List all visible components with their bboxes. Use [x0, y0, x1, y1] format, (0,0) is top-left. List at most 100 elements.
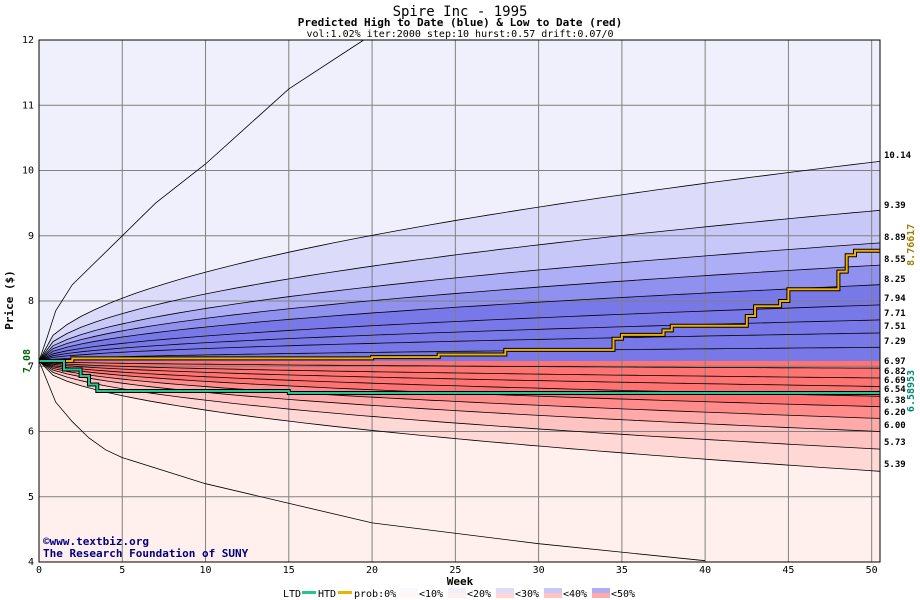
y-tick-label: 7	[28, 361, 34, 372]
percentile-curve	[38, 304, 881, 362]
percentile-end-label: 8.89	[884, 233, 906, 243]
chart-subtitle: Predicted High to Date (blue) & Low to D…	[298, 16, 623, 29]
percentile-curve	[38, 284, 881, 362]
percentile-end-label: 6.97	[884, 357, 906, 367]
percentile-end-label: 8.25	[884, 275, 906, 285]
percentile-curve	[38, 360, 881, 387]
bands-layer	[39, 40, 880, 562]
y-tick-label: 10	[22, 166, 34, 177]
probability-band-low-3	[39, 361, 880, 432]
probability-band-high-5	[39, 284, 880, 361]
legend-htd-label: HTD	[318, 589, 336, 600]
legend-htd-swatch	[338, 591, 352, 594]
probability-band-low-7	[39, 361, 880, 387]
start-price-label: 7.08	[22, 349, 33, 373]
final-htd-label: 8.76617	[906, 224, 917, 266]
y-tick-label: 12	[22, 35, 34, 46]
percentile-end-label: 6.54	[884, 385, 906, 395]
percentile-end-label: 5.39	[884, 460, 906, 470]
legend-bin-swatch-high	[544, 588, 562, 593]
percentile-end-label: 9.39	[884, 201, 906, 211]
chart-params: vol:1.02% iter:2000 step:10 hurst:0.57 d…	[306, 29, 613, 40]
legend-bin-swatch-high	[400, 588, 418, 593]
legend-bins: <10% <20% <30% <40% <50%	[400, 588, 635, 600]
credit-org: The Research Foundation of SUNY	[43, 547, 249, 560]
percentile-end-label: 10.14	[884, 151, 912, 161]
probability-band-low-8	[39, 361, 880, 378]
percentile-curve	[38, 242, 881, 362]
probability-band-low-4	[39, 361, 880, 419]
x-tick-label: 35	[616, 565, 628, 576]
x-tick-label: 30	[533, 565, 545, 576]
probability-band-low-0	[39, 361, 880, 562]
x-tick-label: 50	[866, 565, 878, 576]
legend-bin-swatch-low	[448, 593, 466, 598]
legend-bin-label: <20%	[467, 589, 491, 600]
legend-bin-label: <50%	[611, 589, 635, 600]
percentile-end-label: 7.51	[884, 322, 906, 332]
percentile-end-label: 6.00	[884, 421, 906, 431]
percentile-curve	[38, 360, 881, 419]
legend-prob-label: prob:0%	[354, 589, 396, 600]
probability-band-high-0	[39, 40, 880, 361]
legend-bin-swatch-low	[592, 593, 610, 598]
legend-bin-label: <40%	[563, 589, 587, 600]
legend-bin-swatch-low	[400, 593, 418, 598]
x-tick-label: 40	[699, 565, 711, 576]
paths-layer	[39, 248, 880, 395]
percentile-curve	[38, 346, 881, 362]
x-tick-label: 25	[449, 565, 461, 576]
percentile-curve	[38, 360, 881, 379]
legend-bin-swatch-high	[496, 588, 514, 593]
x-tick-label: 0	[36, 565, 42, 576]
x-tick-label: 15	[283, 565, 295, 576]
probability-band-low-5	[39, 361, 880, 407]
percentile-curve	[38, 332, 881, 362]
htd-line	[39, 249, 880, 362]
legend-bin-swatch-high	[448, 588, 466, 593]
y-tick-label: 6	[28, 427, 34, 438]
credit-site: ©www.textbiz.org	[43, 535, 149, 548]
x-tick-label: 5	[119, 565, 125, 576]
y-tick-label: 11	[22, 100, 34, 111]
percentile-curve	[38, 209, 881, 362]
x-tick-label: 10	[200, 565, 212, 576]
percentile-curve	[38, 360, 881, 472]
y-tick-label: 9	[28, 231, 34, 242]
y-axis-label: Price ($)	[3, 270, 16, 330]
probability-band-high-1	[39, 161, 880, 361]
final-ltd-label: 6.58953	[906, 370, 917, 412]
percentile-end-label: 8.55	[884, 255, 906, 265]
x-tick-label: 20	[366, 565, 378, 576]
legend-ltd-label: LTD	[283, 589, 301, 600]
percentile-curve	[38, 264, 881, 362]
probability-band-high-6	[39, 304, 880, 361]
outer-upper-curve	[38, 39, 364, 362]
percentile-end-label: 7.29	[884, 337, 906, 347]
legend-bin-swatch-low	[496, 593, 514, 598]
outer-lower-curve	[38, 360, 706, 562]
percentile-end-label: 6.69	[884, 376, 906, 386]
probability-band-low-2	[39, 361, 880, 450]
x-tick-label: 45	[782, 565, 794, 576]
legend-bin-label: <10%	[419, 589, 443, 600]
percentile-curve	[38, 319, 881, 362]
y-tick-label: 8	[28, 296, 34, 307]
legend-ltd-swatch	[302, 591, 316, 594]
legend-bin-swatch-low	[544, 593, 562, 598]
chart-title: Spire Inc - 1995	[393, 4, 528, 20]
plot-frame	[38, 39, 881, 563]
percentile-end-label: 6.38	[884, 396, 906, 406]
percentile-curve	[38, 161, 881, 362]
probability-band-low-1	[39, 361, 880, 472]
percentile-end-label: 5.73	[884, 438, 906, 448]
percentile-end-label: 7.94	[884, 294, 906, 304]
probability-band-low-6	[39, 361, 880, 397]
legend-bin-label: <30%	[515, 589, 539, 600]
probability-band-high-3	[39, 242, 880, 361]
legend: LTD HTD prob:0% <10% <20% <30% <40% <50%	[283, 588, 635, 600]
percentile-end-label: 6.82	[884, 367, 906, 377]
percentile-curve	[38, 360, 881, 369]
